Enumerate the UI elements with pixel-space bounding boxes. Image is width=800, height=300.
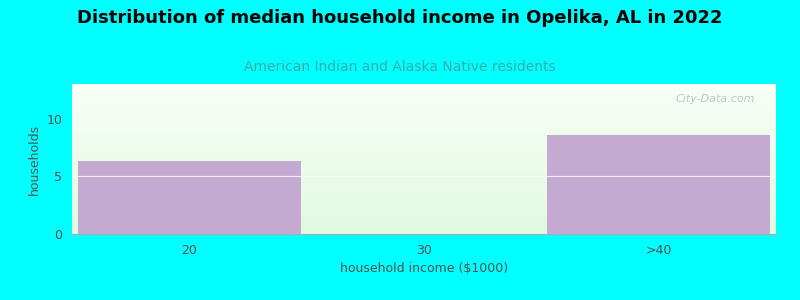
Bar [547,135,770,234]
Text: American Indian and Alaska Native residents: American Indian and Alaska Native reside… [244,60,556,74]
Y-axis label: households: households [28,123,41,195]
Bar [78,161,301,234]
X-axis label: household income ($1000): household income ($1000) [340,262,508,275]
Text: City-Data.com: City-Data.com [675,94,755,104]
Text: Distribution of median household income in Opelika, AL in 2022: Distribution of median household income … [78,9,722,27]
